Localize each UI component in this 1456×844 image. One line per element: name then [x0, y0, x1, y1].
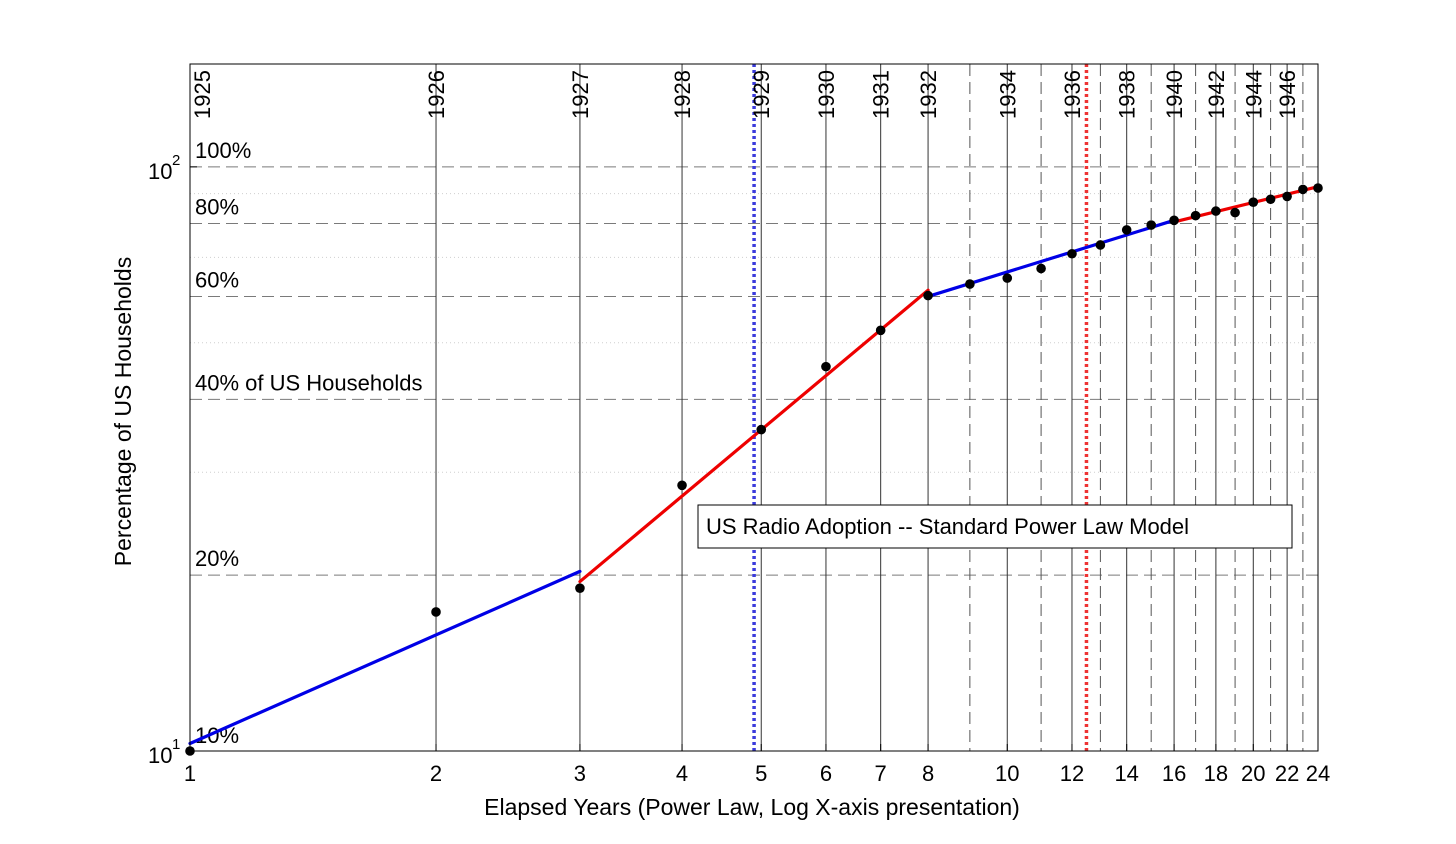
data-point	[821, 361, 831, 372]
y-tick-label-exponent: 1	[172, 736, 180, 753]
x-tick-label: 20	[1241, 761, 1265, 786]
legend-frame	[697, 504, 1293, 549]
year-label: 1940	[1162, 70, 1187, 119]
x-tick-label: 14	[1114, 761, 1138, 786]
y-tick-label-base: 10	[148, 743, 172, 768]
year-label: 1930	[814, 70, 839, 119]
reference-line-label: 100%	[195, 138, 251, 163]
x-tick-label: 6	[820, 761, 832, 786]
x-tick-label: 3	[574, 761, 586, 786]
x-tick-label: 2	[430, 761, 442, 786]
reference-line-label: 80%	[195, 194, 239, 219]
data-point	[1298, 184, 1308, 195]
data-point	[1036, 263, 1046, 274]
reference-line-label: 40% of US Households	[195, 370, 422, 395]
year-label: 1926	[424, 70, 449, 119]
data-point	[965, 279, 975, 289]
data-point	[1002, 273, 1013, 283]
data-point	[756, 424, 767, 435]
data-point	[677, 480, 687, 491]
x-tick-label: 8	[922, 761, 934, 786]
reference-line-label: 20%	[195, 546, 239, 571]
year-label: 1938	[1115, 70, 1140, 119]
year-label: 1929	[749, 70, 774, 119]
data-point	[1146, 220, 1156, 230]
year-label: 1932	[916, 70, 941, 119]
x-tick-label: 16	[1162, 761, 1186, 786]
data-point	[1282, 191, 1292, 202]
x-tick-label: 4	[676, 761, 688, 786]
reference-line-labels: 100% 80% 60% 40% of US Households 20% 10%	[195, 138, 422, 748]
plot-frame	[189, 63, 1319, 752]
x-tick-label: 10	[995, 761, 1019, 786]
year-label: 1942	[1204, 70, 1229, 119]
year-label: 1934	[995, 70, 1020, 119]
data-point	[1211, 206, 1221, 216]
data-point	[1121, 225, 1132, 235]
x-axis-ticks: 1 2 3 4 5 6 7 8 10 12 14 16 18 20 22 24	[184, 744, 1330, 786]
data-points	[185, 183, 1323, 756]
year-label: 1928	[670, 70, 695, 119]
fit-line-segment	[926, 218, 1176, 299]
chart-title: US Radio Adoption -- Standard Power Law …	[706, 514, 1189, 539]
year-label: 1944	[1241, 70, 1266, 119]
data-point	[1067, 248, 1077, 259]
data-point	[875, 325, 886, 336]
year-label: 1925	[190, 70, 215, 119]
y-tick-label-exponent: 2	[172, 152, 180, 169]
x-tick-label: 5	[755, 761, 767, 786]
year-labels: 1925 1926 1927 1928 1929 1930 1931 1932 1934 1936…	[190, 70, 1300, 119]
data-point	[431, 607, 441, 617]
x-tick-label: 22	[1275, 761, 1299, 786]
grid	[190, 64, 1318, 751]
data-point	[923, 290, 933, 301]
marker-lines	[752, 64, 1089, 751]
year-label: 1936	[1060, 70, 1085, 119]
data-point	[575, 583, 585, 593]
x-tick-label: 12	[1060, 761, 1084, 786]
y-tick-label-base: 10	[148, 159, 172, 184]
x-tick-label: 7	[875, 761, 887, 786]
data-point	[1230, 207, 1240, 218]
data-point	[1169, 215, 1179, 226]
x-axis-label: Elapsed Years (Power Law, Log X-axis pre…	[484, 794, 1020, 820]
year-label: 1931	[869, 70, 894, 119]
x-tick-label: 1	[184, 761, 196, 786]
fit-line-segment	[188, 569, 582, 746]
x-tick-label: 18	[1204, 761, 1228, 786]
data-point	[1190, 210, 1201, 221]
y-axis-label: Percentage of US Households	[110, 257, 136, 566]
year-label: 1946	[1275, 70, 1300, 119]
reference-line-label: 10%	[195, 723, 239, 748]
legend: US Radio Adoption -- Standard Power Law …	[697, 504, 1293, 549]
data-point	[1248, 197, 1259, 207]
year-label: 1927	[568, 70, 593, 119]
reference-line-label: 60%	[195, 267, 239, 292]
data-point	[1095, 240, 1106, 250]
fit-line-segment	[578, 288, 930, 584]
data-point	[1265, 194, 1276, 205]
x-tick-label: 24	[1306, 761, 1330, 786]
